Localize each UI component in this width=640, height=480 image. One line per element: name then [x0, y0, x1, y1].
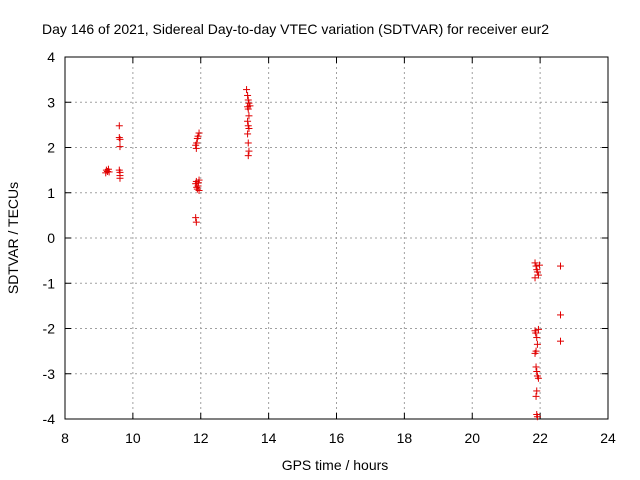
- data-point: [244, 117, 252, 125]
- data-point: [534, 374, 542, 382]
- y-tick-label: -2: [43, 321, 56, 337]
- y-tick-label: 2: [47, 140, 55, 156]
- chart-title: Day 146 of 2021, Sidereal Day-to-day VTE…: [42, 21, 549, 37]
- data-point: [533, 268, 541, 276]
- data-point: [556, 262, 564, 270]
- data-point: [532, 262, 540, 270]
- data-point: [244, 139, 252, 147]
- data-point: [533, 367, 541, 375]
- x-tick-label: 8: [61, 430, 69, 446]
- data-point: [192, 214, 200, 222]
- x-tick-label: 12: [193, 430, 209, 446]
- data-point: [116, 135, 124, 143]
- data-point: [532, 329, 540, 337]
- y-tick-label: 3: [47, 94, 55, 110]
- data-point: [244, 91, 252, 99]
- y-tick-label: 1: [47, 185, 55, 201]
- data-points: [102, 86, 564, 421]
- data-point: [531, 349, 539, 357]
- y-tick-label: 4: [47, 49, 55, 65]
- data-point: [532, 363, 540, 371]
- data-point: [244, 96, 252, 104]
- data-point: [115, 122, 123, 130]
- data-point: [531, 259, 539, 267]
- x-tick-label: 22: [532, 430, 548, 446]
- data-point: [105, 168, 113, 176]
- data-point: [193, 139, 201, 147]
- data-point: [244, 152, 252, 160]
- y-axis-label: SDTVAR / TECUs: [5, 182, 21, 294]
- x-tick-label: 14: [261, 430, 277, 446]
- data-point: [533, 413, 541, 421]
- data-point: [195, 129, 203, 137]
- x-tick-label: 20: [464, 430, 480, 446]
- y-tick-label: -4: [43, 411, 56, 427]
- data-point: [531, 274, 539, 282]
- data-point: [245, 147, 253, 155]
- data-point: [533, 387, 541, 395]
- data-point: [244, 130, 252, 138]
- data-point: [245, 112, 253, 120]
- data-point: [194, 132, 202, 140]
- data-point: [243, 86, 251, 94]
- data-point: [556, 337, 564, 345]
- data-point: [532, 392, 540, 400]
- data-point: [192, 218, 200, 226]
- data-point: [533, 334, 541, 342]
- y-tick-label: -3: [43, 366, 56, 382]
- data-point: [195, 176, 203, 184]
- data-point: [195, 186, 203, 194]
- x-tick-label: 24: [600, 430, 616, 446]
- y-tick-label: 0: [47, 230, 55, 246]
- data-point: [533, 340, 541, 348]
- data-point: [556, 311, 564, 319]
- data-point: [116, 143, 124, 151]
- grid: [65, 57, 608, 419]
- data-point: [245, 124, 253, 132]
- data-point: [116, 174, 124, 182]
- data-point: [535, 261, 543, 269]
- x-axis-label: GPS time / hours: [282, 457, 389, 473]
- data-point: [534, 325, 542, 333]
- y-tick-label: -1: [43, 275, 56, 291]
- data-point: [193, 185, 201, 193]
- data-point: [115, 134, 123, 142]
- data-point: [246, 102, 254, 110]
- x-tick-label: 16: [329, 430, 345, 446]
- x-tick-label: 18: [397, 430, 413, 446]
- data-point: [244, 105, 252, 113]
- x-tick-label: 10: [125, 430, 141, 446]
